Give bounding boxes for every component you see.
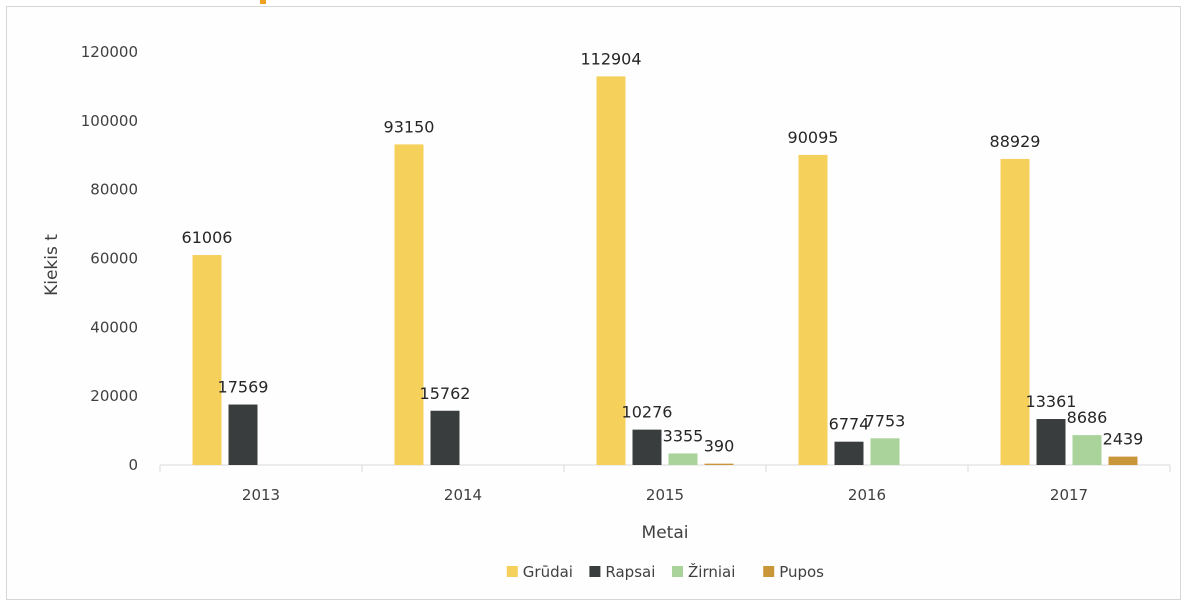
bar — [192, 255, 222, 465]
x-tick-label: 2015 — [646, 486, 684, 504]
data-label: 61006 — [182, 228, 233, 247]
bar — [704, 463, 734, 465]
bar — [668, 453, 698, 465]
bar — [1000, 158, 1030, 465]
bar — [430, 410, 460, 465]
bar — [870, 438, 900, 465]
data-label: 10276 — [622, 403, 673, 422]
bar — [228, 404, 258, 465]
legend-swatch — [589, 566, 601, 577]
y-tick-label: 80000 — [90, 181, 138, 199]
y-tick-label: 120000 — [81, 43, 138, 61]
bar — [596, 76, 626, 466]
data-label: 90095 — [788, 128, 839, 147]
legend-swatch — [506, 566, 518, 577]
legend-label: Grūdai — [523, 563, 573, 581]
data-label: 17569 — [218, 378, 269, 397]
y-tick-label: 100000 — [81, 112, 138, 130]
data-label: 7753 — [865, 411, 906, 430]
bar — [834, 441, 864, 465]
bars — [192, 76, 1138, 466]
x-axis-title: Metai — [642, 523, 689, 543]
bar — [1072, 435, 1102, 465]
data-label: 390 — [704, 437, 735, 456]
data-label: 2439 — [1103, 430, 1144, 449]
x-tick-label: 2017 — [1050, 486, 1088, 504]
x-tick-label: 2013 — [242, 486, 280, 504]
accent-mark — [260, 0, 266, 4]
data-label: 3355 — [663, 426, 704, 445]
y-tick-label: 20000 — [90, 387, 138, 405]
y-tick-label: 60000 — [90, 250, 138, 268]
bar — [798, 154, 828, 465]
x-tick-label: 2016 — [848, 486, 886, 504]
legend-label: Žirniai — [688, 562, 735, 581]
y-axis-title: Kiekis t — [42, 234, 62, 296]
y-tick-label: 40000 — [90, 318, 138, 336]
legend-label: Pupos — [779, 563, 824, 581]
data-label: 13361 — [1026, 392, 1077, 411]
bar — [1108, 456, 1138, 465]
bar — [394, 144, 424, 465]
legend-swatch — [672, 566, 683, 577]
x-tick-label: 2014 — [444, 486, 482, 504]
data-label: 88929 — [990, 132, 1041, 151]
y-tick-label: 0 — [128, 456, 138, 474]
legend-label: Rapsai — [605, 563, 655, 581]
data-label: 6774 — [829, 415, 870, 434]
data-label: 93150 — [384, 117, 435, 136]
bar — [1036, 419, 1066, 465]
legend-swatch — [763, 566, 775, 577]
legend: Grūdai Rapsai Žirniai Pupos — [506, 562, 824, 581]
y-axis-ticks: 0 20000 40000 60000 80000 100000 120000 — [81, 43, 138, 474]
x-axis-tickmarks — [159, 465, 1171, 472]
data-label: 112904 — [580, 49, 641, 68]
x-axis-ticks: 2013 2014 2015 2016 2017 — [242, 486, 1088, 504]
data-label: 8686 — [1067, 408, 1108, 427]
bar — [632, 429, 662, 465]
data-label: 15762 — [420, 384, 471, 403]
